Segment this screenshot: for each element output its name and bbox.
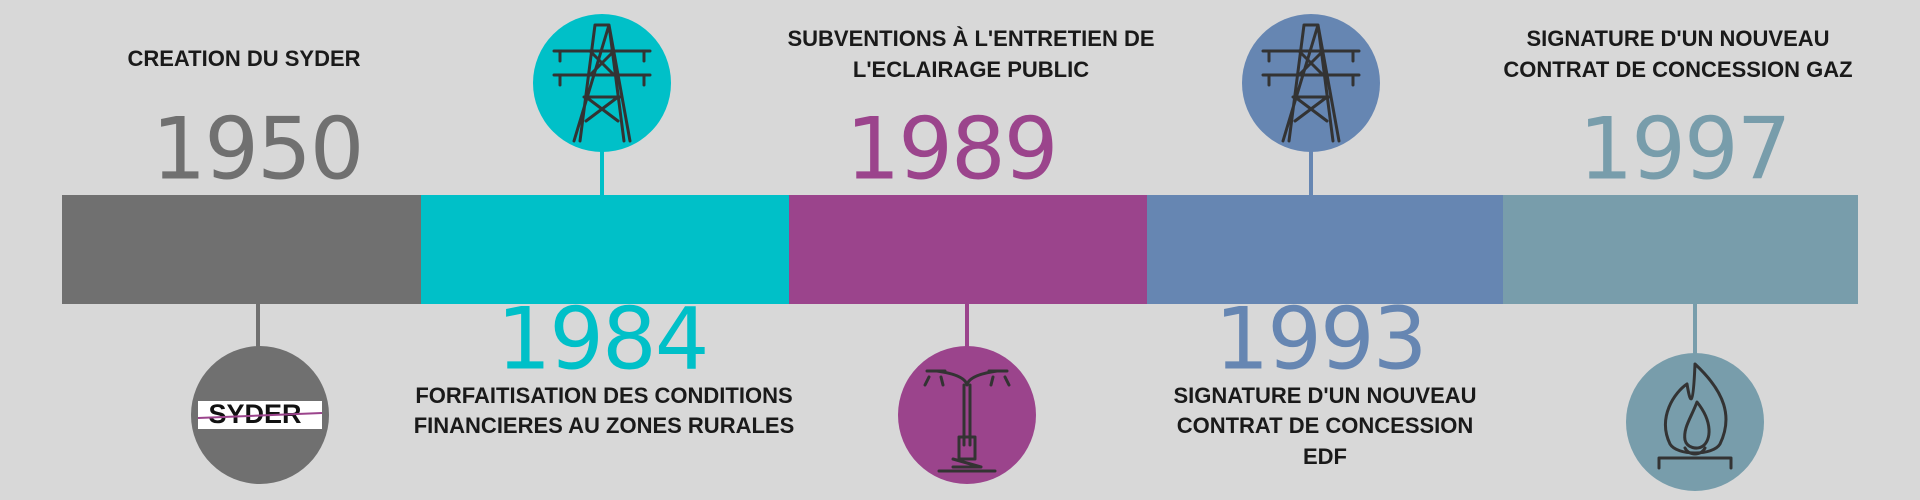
event-label: FINANCIERES AU ZONES RURALES: [414, 413, 795, 438]
segment: [1147, 195, 1503, 304]
segment: [62, 195, 421, 304]
year: 1989: [846, 99, 1057, 199]
event-label: SIGNATURE D'UN NOUVEAU: [1526, 26, 1829, 51]
event-label: L'ECLAIRAGE PUBLIC: [853, 57, 1089, 82]
segment: [421, 195, 789, 304]
year: 1993: [1215, 289, 1426, 389]
event-label: SUBVENTIONS À L'ENTRETIEN DE: [787, 26, 1154, 51]
event-label: CONTRAT DE CONCESSION GAZ: [1503, 57, 1852, 82]
icon-circle: [898, 346, 1036, 484]
event-label: SIGNATURE D'UN NOUVEAU: [1173, 383, 1476, 408]
logo-strike: [197, 412, 323, 419]
icon-circle: [1242, 14, 1380, 152]
icon-circle: [533, 14, 671, 152]
event-label: FORFAITISATION DES CONDITIONS: [415, 383, 792, 408]
year: 1997: [1579, 99, 1790, 199]
event-label: EDF: [1303, 444, 1347, 469]
year: 1984: [497, 289, 708, 389]
segment: [1503, 195, 1858, 304]
event-label: CREATION DU SYDER: [127, 46, 360, 71]
segment: [789, 195, 1147, 304]
event-label: CONTRAT DE CONCESSION: [1177, 413, 1474, 438]
year: 1950: [152, 99, 363, 199]
